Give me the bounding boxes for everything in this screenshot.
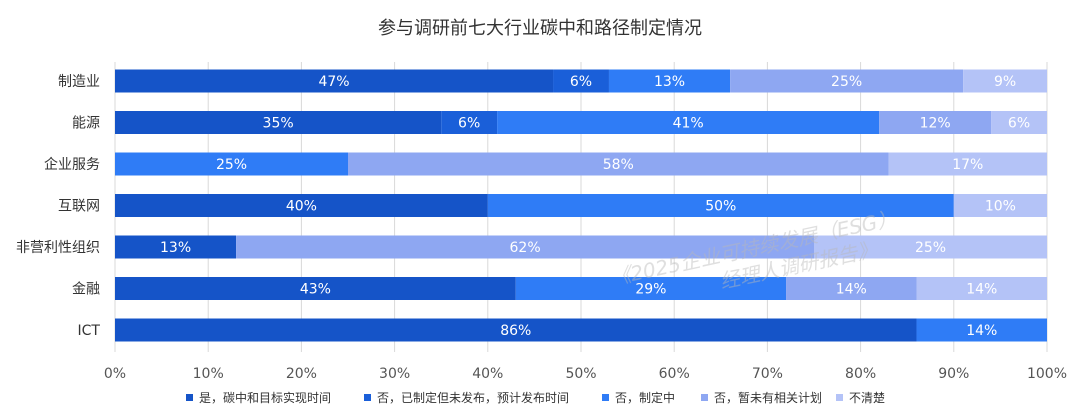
bar-segment [236,235,814,259]
category-label: 金融 [72,282,100,298]
legend-swatch [836,394,843,401]
bar-value-label: 58% [603,157,634,173]
bar-segment [515,277,787,300]
legend-label: 否，已制定但未发布，预计发布时间 [377,390,569,405]
bar-segment [441,111,498,134]
bar-value-label: 14% [836,282,867,298]
bar-labels: 47% 6% 13% 25% 9% 35% 6% 41% 12% 6% 25% 58% 17% 40% 50… [160,74,1030,339]
x-tick-label: 50% [565,366,596,382]
bar-segment [786,277,917,300]
x-tick-label: 30% [379,366,410,382]
bar-segment [115,111,442,134]
bar-value-label: 13% [160,240,191,256]
bar-value-label: 14% [966,323,997,339]
category-label: 非营利性组织 [16,240,100,256]
bar-segment [879,111,992,134]
x-tick-label: 20% [286,366,317,382]
x-tick-label: 90% [938,366,969,382]
category-label: 互联网 [58,199,100,215]
bar-value-label: 50% [705,199,736,215]
legend-label: 否，制定中 [615,390,675,405]
legend-swatch [364,394,371,401]
bar-value-label: 6% [570,74,592,90]
bar-value-label: 9% [994,74,1016,90]
bar-value-label: 40% [286,199,317,215]
bar-segment [487,194,954,217]
legend-swatch [602,394,609,401]
bar-value-label: 17% [952,157,983,173]
legend-swatch [186,394,193,401]
bar-value-label: 25% [831,74,862,90]
bar-segment [115,277,516,300]
bar-value-label: 13% [654,74,685,90]
bar-value-label: 41% [673,116,704,132]
bar-value-label: 29% [635,282,666,298]
legend-label: 不清楚 [849,391,885,405]
bar-segment [916,318,1047,342]
legend: 是，碳中和目标实现时间 否，已制定但未发布，预计发布时间 否，制定中 否，暂未有相关计… [186,390,885,405]
bar-segment [814,235,1047,259]
bar-value-label: 62% [510,240,541,256]
bar-value-label: 12% [920,116,951,132]
x-tick-label: 80% [845,366,876,382]
legend-label: 否，暂未有相关计划 [714,391,822,405]
legend-swatch [701,394,708,401]
bar-segment [916,277,1047,300]
x-axis-ticks: 0% 10% 20% 30% 40% 50% 60% 70% 80% 90% 100% [104,366,1067,382]
bar-value-label: 14% [966,282,997,298]
bar-segment [115,318,917,342]
bar-segment [115,194,488,217]
bar-value-label: 35% [263,116,294,132]
chart-title: 参与调研前七大行业碳中和路径制定情况 [378,18,702,39]
category-label: ICT [78,323,101,339]
bar-segment [963,69,1047,93]
bar-value-label: 47% [318,74,349,90]
bar-value-label: 6% [458,116,480,132]
bar-segment [953,194,1047,217]
bar-value-label: 86% [500,323,531,339]
bar-segment [991,111,1047,134]
category-label: 能源 [72,116,100,132]
bar-segment [608,69,731,93]
bar-segment [115,235,237,259]
bar-segment [115,69,554,93]
bar-value-label: 25% [915,240,946,256]
bar-value-label: 10% [985,199,1016,215]
bar-value-label: 6% [1008,116,1030,132]
bar-segment [497,111,880,134]
bar-segment [730,69,964,93]
bar-segment [348,152,889,176]
category-label: 制造业 [58,74,100,90]
bar-segment [115,152,348,176]
legend-label: 是，碳中和目标实现时间 [199,390,331,405]
x-tick-label: 70% [752,366,783,382]
x-tick-label: 100% [1027,366,1067,382]
bar-segment [553,69,609,93]
bar-value-label: 25% [216,157,247,173]
x-tick-label: 0% [104,366,126,382]
x-tick-label: 40% [472,366,503,382]
bar-value-label: 43% [300,282,331,298]
category-label: 企业服务 [44,156,100,173]
bar-segment [888,152,1047,176]
x-tick-label: 10% [193,366,224,382]
x-tick-label: 60% [659,366,690,382]
bars [115,69,1047,342]
